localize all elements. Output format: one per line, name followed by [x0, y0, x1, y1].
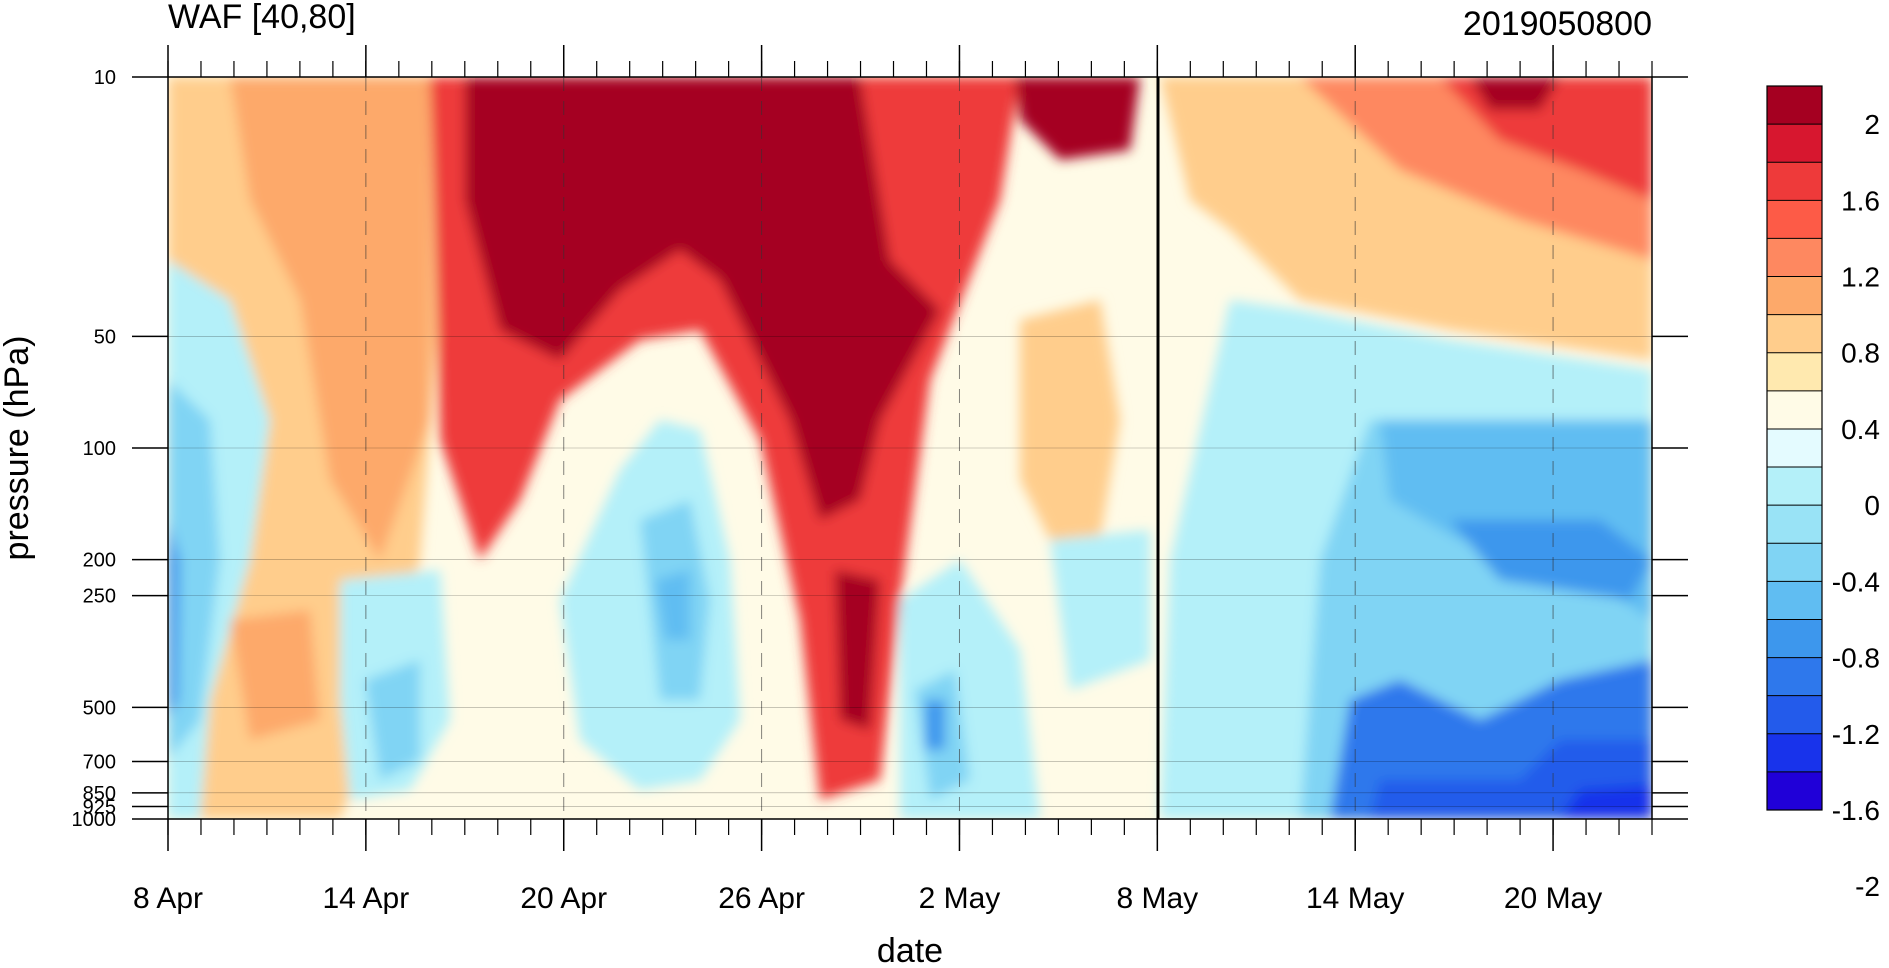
- colorbar-swatch: [1767, 238, 1822, 278]
- y-axis-label: pressure (hPa): [0, 336, 36, 561]
- colorbar-swatch: [1767, 695, 1822, 735]
- y-tick-label: 925: [83, 796, 116, 818]
- colorbar-swatch: [1767, 86, 1822, 125]
- colorbar-label: 1.6: [1841, 185, 1880, 216]
- chart-title-left: WAF [40,80]: [168, 0, 356, 36]
- x-tick-label: 14 May: [1306, 882, 1404, 915]
- colorbar-label: -0.8: [1832, 643, 1880, 674]
- y-tick-label: 1000: [72, 809, 117, 831]
- region-topright-darkred: [1015, 77, 1140, 160]
- region-may-blue: [925, 700, 945, 750]
- colorbar-swatch: [1767, 390, 1822, 430]
- colorbar-label: 0: [1864, 490, 1880, 521]
- colorbar-swatch: [1767, 200, 1822, 239]
- x-axis: 8 Apr 14 Apr 20 Apr 26 Apr 2 May 8 May 14 May 2…: [133, 45, 1653, 915]
- x-axis-label: date: [877, 932, 943, 968]
- x-tick-label: 2 May: [919, 882, 1001, 915]
- y-tick-label: 250: [83, 586, 116, 608]
- chart-title-right: 2019050800: [1463, 5, 1652, 43]
- colorbar-label: -1.2: [1832, 719, 1880, 750]
- y-tick-label: 10: [94, 67, 116, 89]
- x-tick-label: 20 Apr: [520, 882, 607, 915]
- y-tick-label: 700: [83, 752, 116, 774]
- colorbar-swatch: [1767, 162, 1822, 201]
- colorbar-swatch: [1767, 543, 1822, 582]
- region-middle-blue: [655, 570, 690, 640]
- region-may-cool-mid: [1050, 530, 1150, 690]
- colorbar-swatch: [1767, 352, 1822, 392]
- y-tick-label: 100: [83, 438, 116, 460]
- colorbar-swatch: [1767, 314, 1822, 354]
- region-right-low-darkblue: [1560, 785, 1652, 819]
- colorbar-swatch: [1767, 581, 1822, 620]
- x-tick-label: 14 Apr: [322, 882, 409, 915]
- colorbar-swatch: [1767, 733, 1822, 773]
- region-right-deepblue: [1450, 520, 1652, 600]
- colorbar-swatch: [1767, 619, 1822, 659]
- colorbar-swatch: [1767, 771, 1822, 811]
- region-left-orange: [230, 77, 430, 560]
- region-topright-darkred-2: [1470, 77, 1560, 110]
- colorbar-frame: [1766, 85, 1823, 811]
- region-plume-darkred: [465, 77, 940, 520]
- colorbar-label: -1.6: [1832, 795, 1880, 826]
- x-tick-label: 8 Apr: [133, 882, 203, 915]
- y-tick-label: 200: [83, 550, 116, 572]
- region-lowerleft-warm: [230, 610, 320, 740]
- region-may-warm: [1020, 300, 1120, 560]
- y-tick-label: 50: [94, 326, 116, 348]
- colorbar-swatch: [1767, 124, 1822, 163]
- region-left-blue: [168, 520, 180, 720]
- colorbar-label: 1.2: [1841, 262, 1880, 293]
- colorbar-swatch: [1767, 276, 1822, 316]
- colorbar-label: -0.4: [1832, 566, 1880, 597]
- colorbar-label: 0.8: [1841, 338, 1880, 369]
- y-tick-label: 850: [83, 783, 116, 805]
- colorbar-swatch: [1767, 428, 1822, 468]
- colorbar-label: 2: [1864, 109, 1880, 140]
- region-left-cool-deep: [168, 380, 220, 760]
- region-lowerleft-cool-deep: [365, 660, 420, 780]
- x-tick-label: 8 May: [1116, 882, 1198, 915]
- colorbar-swatch: [1767, 505, 1822, 544]
- x-tick-label: 20 May: [1504, 882, 1602, 915]
- colorbar-label: -2: [1855, 871, 1880, 902]
- region-lower-darkred: [835, 570, 880, 730]
- contour-field: [168, 77, 1652, 819]
- x-tick-label: 26 Apr: [718, 882, 805, 915]
- colorbar-swatch: [1767, 467, 1822, 506]
- colorbar-label: 0.4: [1841, 414, 1880, 445]
- colorbar-swatch: [1767, 657, 1822, 697]
- y-tick-label: 500: [83, 697, 116, 719]
- colorbar: 2 1.6 1.2 0.8 0.4 0 -0.4 -0.8 -1.2 -1.6 -2: [1766, 85, 1880, 902]
